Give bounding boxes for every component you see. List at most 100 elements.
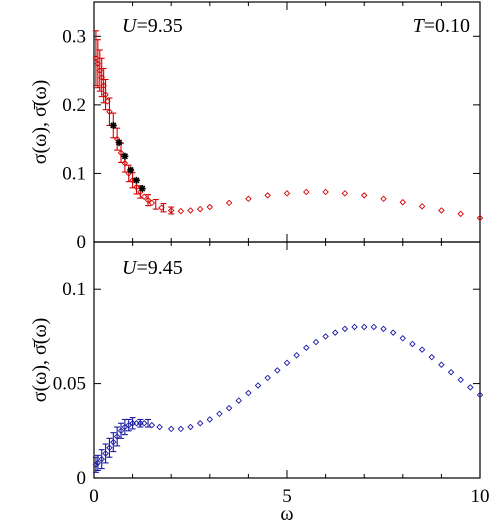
x-tick-label: 5 — [282, 486, 292, 507]
y-tick-label: 0.3 — [62, 26, 86, 47]
data-point — [94, 60, 102, 67]
data-point — [438, 207, 445, 214]
data-point — [216, 410, 223, 418]
data-point — [187, 423, 194, 431]
data-point — [399, 335, 407, 342]
error-bar — [125, 418, 132, 432]
data-point — [341, 190, 349, 197]
data-point — [274, 367, 281, 374]
data-point — [467, 384, 474, 391]
x-tick-label: 0 — [89, 486, 99, 507]
panel-bottom: 0 0.05 0.1 0 5 10 U=9.45 σ(ω), σ̄(ω) ω — [29, 241, 490, 525]
data-point — [312, 338, 320, 346]
data-point — [351, 323, 358, 331]
data-point — [98, 455, 105, 463]
data-point — [303, 344, 310, 351]
data-point — [418, 346, 426, 353]
annotation-u-bottom: U=9.45 — [122, 257, 183, 279]
y-tick-label: 0 — [77, 468, 87, 489]
panel-top: 0 0.1 0.2 0.3 U=9.35 T=0.10 σ(ω), σ̄(ω) — [29, 1, 484, 253]
data-point — [196, 420, 204, 427]
data-point — [177, 207, 185, 215]
data-point — [457, 210, 464, 218]
data-point-star — [109, 121, 117, 129]
error-bar — [110, 432, 117, 453]
data-point — [332, 329, 339, 336]
data-point — [187, 207, 194, 214]
data-point — [245, 389, 252, 397]
data-point — [129, 177, 136, 184]
data-point — [102, 91, 109, 98]
data-point — [283, 190, 291, 197]
x-tick-label: 10 — [471, 486, 490, 507]
data-point — [447, 369, 455, 376]
data-point-star — [132, 176, 140, 184]
data-point — [196, 205, 204, 213]
y-tick-label: 0.1 — [62, 163, 86, 184]
data-point — [92, 54, 100, 62]
data-point — [254, 382, 262, 389]
data-point — [113, 433, 121, 440]
error-bar — [94, 454, 101, 471]
data-point — [206, 203, 214, 211]
data-point — [438, 361, 445, 368]
y-tick-label: 0.05 — [53, 374, 86, 395]
data-point — [94, 459, 102, 467]
data-point — [117, 427, 125, 435]
data-point — [133, 183, 140, 191]
data-point — [140, 420, 148, 427]
data-point — [283, 359, 291, 367]
y-tick-label: 0.1 — [62, 279, 86, 300]
data-point — [360, 323, 368, 331]
data-point-star — [115, 139, 123, 147]
x-axis-label: ω — [280, 503, 293, 525]
data-point — [117, 149, 125, 157]
data-point — [380, 325, 387, 333]
data-point — [399, 198, 407, 206]
y-axis-label-bottom: σ(ω), σ̄(ω) — [29, 318, 51, 403]
data-point — [106, 108, 113, 115]
data-point-star — [138, 185, 146, 193]
data-point — [148, 421, 156, 429]
data-point — [104, 98, 111, 105]
data-point — [225, 199, 233, 207]
annotation-u: U=9.35 — [122, 15, 183, 37]
error-bar — [106, 437, 113, 458]
y-tick-label: 0.2 — [62, 95, 86, 116]
error-bar — [129, 417, 136, 430]
y-tick-label: 0 — [77, 232, 87, 253]
data-point — [457, 376, 464, 384]
data-point — [148, 199, 156, 207]
data-point — [370, 323, 378, 331]
data-point — [102, 450, 109, 457]
data-point — [360, 192, 368, 199]
data-point — [144, 196, 152, 204]
error-bar — [160, 203, 167, 213]
data-point — [167, 425, 175, 433]
error-bar — [114, 426, 121, 447]
data-point — [92, 461, 100, 469]
data-point — [418, 203, 426, 210]
data-point — [245, 195, 252, 203]
data-point — [476, 214, 484, 222]
data-point — [158, 204, 165, 211]
data-point — [389, 329, 397, 336]
data-point — [156, 423, 163, 431]
data-point — [264, 374, 271, 382]
data-point — [100, 82, 107, 89]
error-bar — [98, 449, 105, 470]
data-point — [235, 397, 242, 404]
data-point — [177, 425, 185, 433]
data-point — [98, 74, 105, 81]
data-point — [96, 67, 104, 74]
data-point — [476, 391, 484, 399]
data-point — [264, 192, 271, 199]
error-bar — [102, 443, 109, 464]
data-point — [110, 438, 117, 446]
data-point — [322, 333, 329, 340]
data-point — [167, 207, 175, 214]
error-bar — [145, 194, 152, 207]
data-point-star — [121, 152, 129, 160]
error-bar — [152, 198, 159, 210]
